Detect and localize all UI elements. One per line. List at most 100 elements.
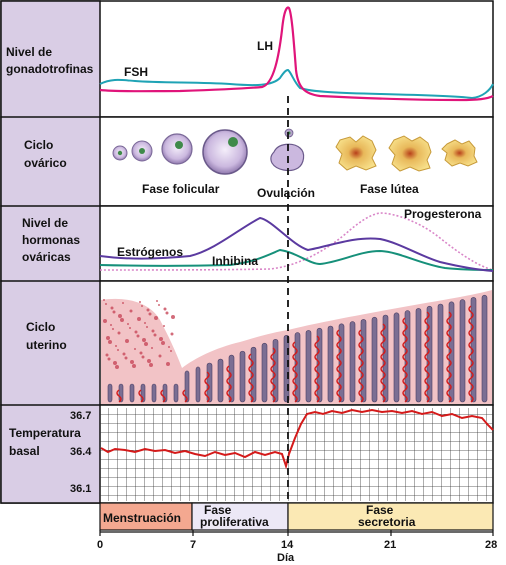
uterine-gland (404, 310, 411, 403)
fsh-label: FSH (124, 65, 148, 79)
row-label-basal-temperature: Temperatura basal (9, 426, 84, 458)
shed-tissue-fragment (165, 311, 169, 315)
row-label-gonadotropins: Nivel de gonadotrofinas (6, 45, 94, 76)
shed-tissue-fragment (134, 348, 136, 350)
follicle-primordial (112, 145, 128, 161)
shed-tissue-fragment (134, 330, 138, 334)
temp-tick-1: 36.7 (70, 410, 91, 422)
x-axis-ticks (99, 530, 494, 536)
shed-tissue-fragment (136, 334, 140, 338)
shed-tissue-fragment (127, 323, 129, 325)
shed-tissue-fragment (151, 347, 153, 349)
shed-tissue-fragment (130, 360, 134, 364)
shed-tissue-fragment (148, 312, 152, 316)
uterine-gland (184, 370, 190, 403)
uterine-gland (129, 383, 135, 403)
shed-tissue-fragment (151, 329, 155, 333)
uterine-gland (195, 366, 201, 403)
uterine-gland (305, 330, 312, 403)
shed-tissue-fragment (144, 322, 146, 324)
x-tick-7: 7 (190, 539, 196, 551)
uterine-gland (283, 334, 290, 403)
row-label-ovarian-cycle: Ciclo ovárico (24, 138, 67, 170)
shed-tissue-fragment (122, 302, 124, 304)
uterine-gland (173, 383, 179, 403)
spiral-artery (182, 389, 188, 403)
uterine-gland (415, 308, 422, 403)
spiral-artery (446, 311, 452, 403)
corpus-luteum-early (335, 135, 377, 171)
uterine-gland (151, 383, 157, 403)
secretory-label: Fase secretoria (358, 503, 416, 529)
shed-tissue-fragment (112, 328, 114, 330)
uterine-gland (393, 312, 400, 403)
shed-tissue-fragment (113, 361, 117, 365)
spiral-artery (204, 371, 210, 403)
shed-tissue-fragment (163, 325, 165, 327)
shed-tissue-fragment (168, 346, 170, 348)
shed-tissue-fragment (149, 363, 153, 367)
shed-tissue-fragment (108, 340, 112, 344)
temperature-curve (100, 408, 494, 470)
follicle-secondary (161, 133, 193, 165)
uterine-gland (107, 383, 113, 403)
endometrium-illustration (101, 290, 492, 404)
temp-tick-2: 36.4 (70, 446, 92, 458)
shed-tissue-fragment (125, 339, 129, 343)
shed-tissue-fragment (117, 331, 121, 335)
spiral-artery (248, 353, 254, 403)
row-label-uterine-cycle: Ciclo uterino (26, 320, 67, 352)
uterine-gland (327, 325, 334, 403)
spiral-artery (116, 389, 122, 403)
shed-tissue-fragment (144, 342, 148, 346)
uterine-gland (217, 358, 224, 403)
shed-tissue-fragment (153, 333, 157, 337)
shed-tissue-fragment (110, 324, 112, 326)
shed-tissue-fragment (122, 352, 126, 356)
corpus-luteum-mature (388, 135, 432, 172)
menstruation-label: Menstruación (103, 511, 181, 525)
uterine-gland (316, 327, 323, 403)
shed-tissue-fragment (141, 305, 143, 307)
shed-tissue-fragment (129, 309, 133, 313)
shed-tissue-fragment (120, 318, 124, 322)
shed-tissue-fragment (137, 317, 141, 321)
uterine-gland (239, 350, 246, 403)
spiral-artery (468, 305, 474, 403)
proliferative-label: Fase proliferativa (200, 503, 269, 529)
shed-tissue-fragment (154, 316, 158, 320)
shed-tissue-fragment (146, 326, 148, 328)
shed-tissue-fragment (110, 306, 114, 310)
shed-tissue-fragment (171, 315, 175, 319)
shed-tissue-fragment (115, 345, 117, 347)
shed-tissue-fragment (170, 332, 174, 336)
shed-tissue-fragment (115, 365, 119, 369)
shed-tissue-fragment (103, 319, 107, 323)
estrogen-curve (99, 216, 494, 272)
shed-tissue-fragment (142, 338, 146, 342)
shed-tissue-fragment (158, 354, 162, 358)
uterine-gland (228, 354, 235, 403)
lh-label: LH (257, 39, 273, 53)
fsh-curve (99, 68, 494, 100)
row-label-ovarian-hormones: Nivel de hormonas ováricas (22, 216, 83, 264)
uterine-gland (294, 332, 301, 403)
shed-tissue-fragment (118, 314, 122, 318)
spiral-artery (160, 389, 166, 403)
x-tick-21: 21 (384, 539, 396, 551)
x-tick-28: 28 (485, 539, 497, 551)
spiral-artery (292, 341, 298, 403)
progesterone-curve (99, 212, 494, 271)
progesterone-label: Progesterona (404, 207, 482, 221)
follicle-mature (202, 129, 248, 175)
shed-tissue-fragment (161, 341, 165, 345)
uterine-gland (437, 303, 444, 403)
shed-tissue-fragment (163, 307, 167, 311)
luteal-phase-label: Fase lútea (360, 182, 419, 196)
spiral-artery (424, 311, 430, 403)
shed-tissue-fragment (147, 359, 151, 363)
spiral-artery (380, 323, 386, 403)
spiral-artery (314, 335, 320, 403)
shed-tissue-fragment (117, 349, 119, 351)
corpus-luteum-regressing (441, 139, 478, 167)
